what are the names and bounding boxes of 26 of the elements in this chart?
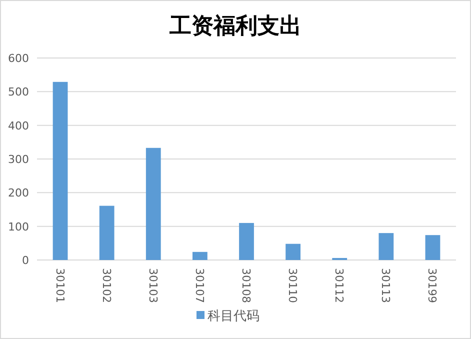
x-tick-label: 30112 xyxy=(332,268,346,303)
x-tick-label: 30107 xyxy=(192,268,206,303)
bar xyxy=(425,235,440,260)
bar xyxy=(99,206,114,260)
legend-label: 科目代码 xyxy=(208,309,260,324)
x-tick-label: 30113 xyxy=(379,268,392,303)
y-tick-label: 500 xyxy=(8,86,29,99)
bar xyxy=(378,233,394,260)
y-tick-label: 0 xyxy=(22,254,29,267)
bar xyxy=(52,82,68,260)
y-tick-label: 600 xyxy=(8,52,29,65)
y-tick-label: 100 xyxy=(8,220,29,234)
bar xyxy=(286,244,301,260)
x-tick-label: 30199 xyxy=(426,268,439,303)
bar xyxy=(192,252,208,260)
bar xyxy=(239,222,254,260)
y-tick-label: 200 xyxy=(8,186,29,200)
y-tick-label: 300 xyxy=(8,153,29,166)
chart-title: 工资福利支出 xyxy=(168,13,302,39)
x-tick-label: 30102 xyxy=(100,268,113,303)
bar xyxy=(146,148,161,260)
x-tick-label: 30108 xyxy=(240,268,252,303)
x-tick-label: 30101 xyxy=(53,268,66,303)
y-tick-label: 400 xyxy=(8,119,29,132)
x-tick-label: 30110 xyxy=(286,268,300,303)
x-tick-label: 30103 xyxy=(146,268,160,303)
